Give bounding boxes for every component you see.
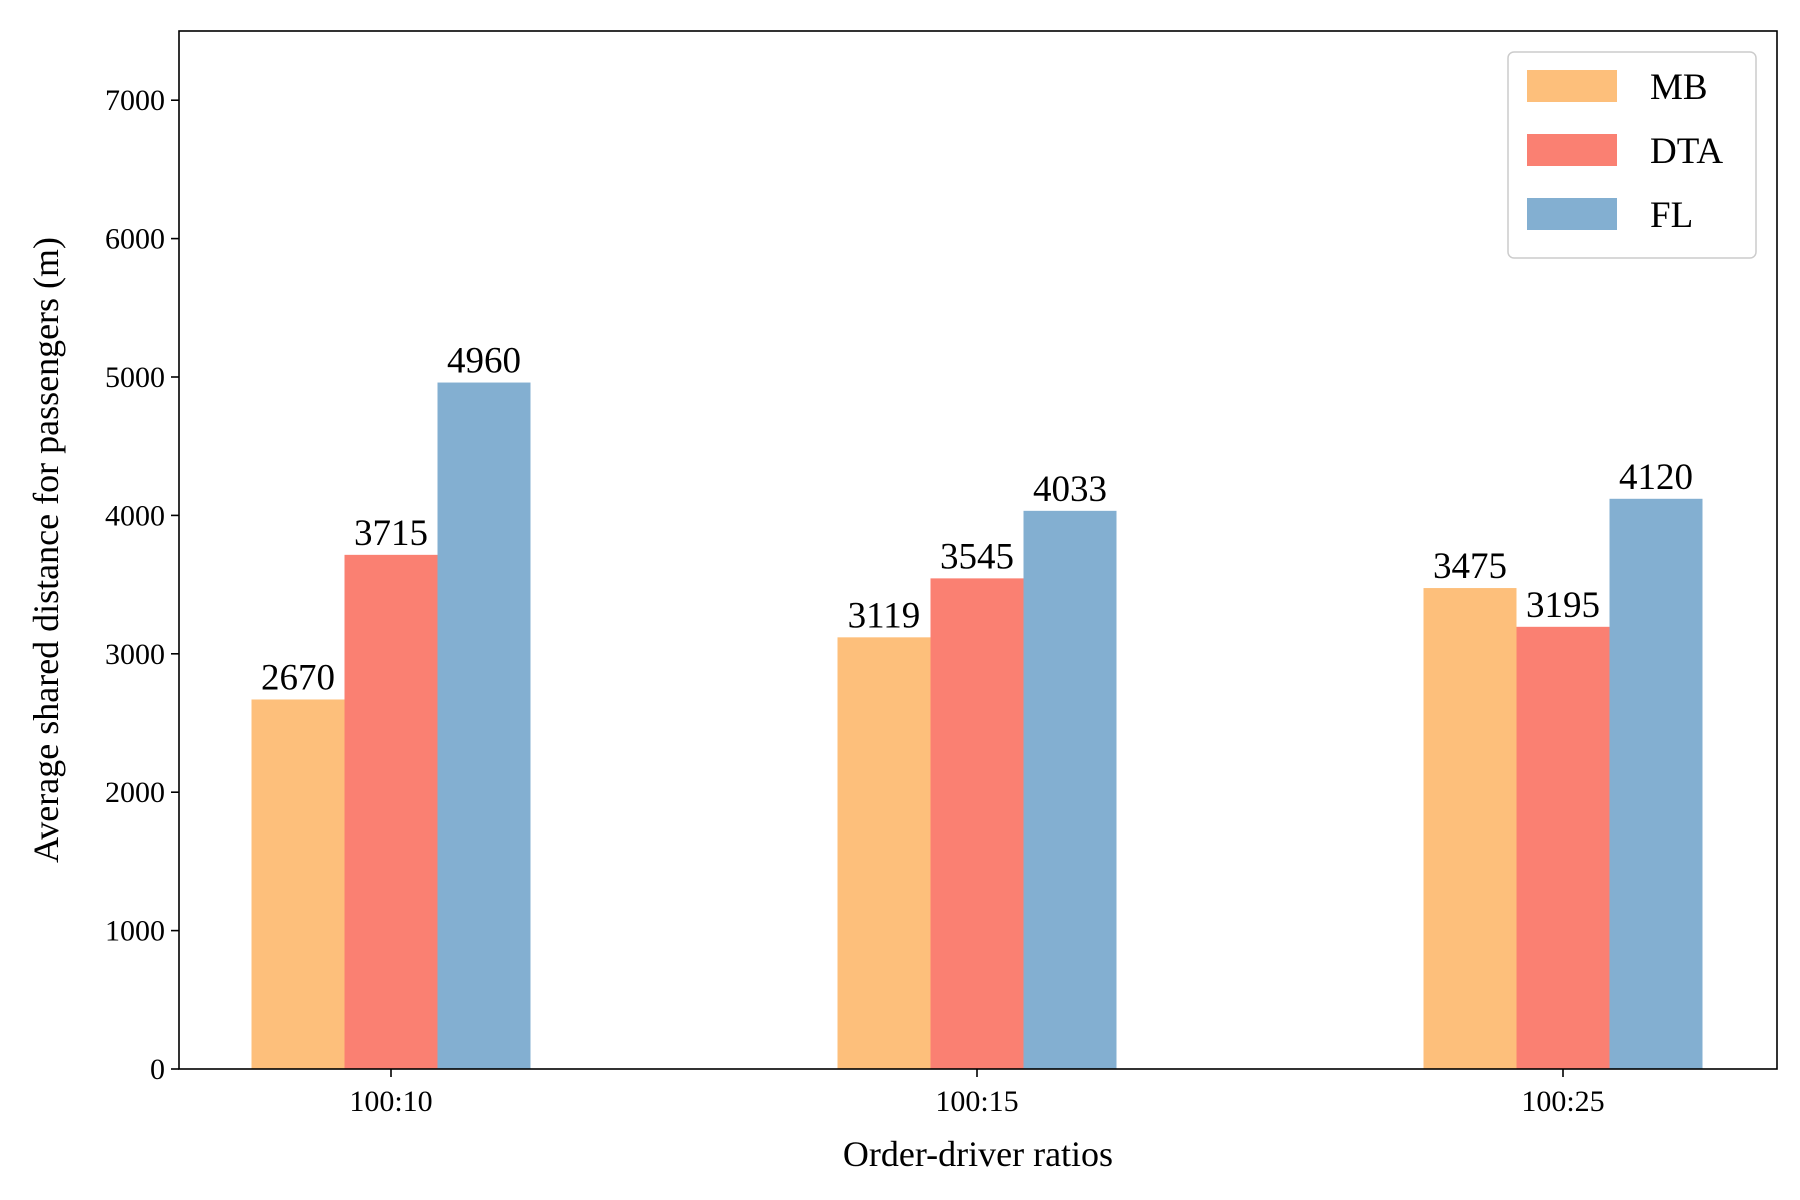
bar-fl-100-10 — [437, 382, 531, 1069]
x-tick-label: 100:15 — [935, 1085, 1018, 1118]
legend-label-dta: DTA — [1650, 131, 1723, 172]
data-label-fl-100-15: 4033 — [1033, 469, 1107, 510]
x-axis: 100:10 100:15 100:25 — [349, 1069, 1605, 1118]
plot-area-frame — [178, 30, 1778, 1070]
data-label-fl-100-25: 4120 — [1619, 457, 1693, 498]
bar-dta-100-25 — [1516, 626, 1610, 1069]
y-tick-label: 5000 — [105, 361, 165, 394]
y-tick-label: 1000 — [105, 915, 165, 948]
y-axis: 0 1000 2000 3000 4000 5000 6000 7000 — [105, 84, 179, 1086]
bar-fl-100-15 — [1023, 510, 1117, 1070]
bar-dta-100-10 — [344, 554, 438, 1069]
y-tick-label: 4000 — [105, 499, 165, 532]
y-axis-title: Average shared distance for passengers (… — [26, 237, 66, 863]
y-tick-label: 3000 — [105, 638, 165, 671]
bar-mb-100-25 — [1423, 588, 1517, 1069]
data-label-dta-100-15: 3545 — [940, 536, 1014, 577]
legend-label-fl: FL — [1650, 195, 1693, 236]
data-labels: 2670 3715 4960 3119 3545 4033 3475 3195 4120 — [261, 341, 1693, 699]
legend: MB DTA FL — [1507, 51, 1757, 259]
y-tick-label: 2000 — [105, 776, 165, 809]
bar-dta-100-15 — [930, 578, 1024, 1069]
bars — [251, 382, 1703, 1070]
data-label-dta-100-10: 3715 — [354, 513, 428, 554]
legend-swatch-fl — [1527, 198, 1617, 230]
legend-swatch-dta — [1527, 134, 1617, 166]
data-label-fl-100-10: 4960 — [447, 341, 521, 382]
legend-swatch-mb — [1527, 70, 1617, 102]
bar-mb-100-10 — [251, 699, 345, 1069]
y-tick-label: 0 — [150, 1053, 165, 1086]
data-label-mb-100-15: 3119 — [848, 595, 921, 636]
x-tick-label: 100:25 — [1521, 1085, 1604, 1118]
data-label-dta-100-25: 3195 — [1526, 585, 1600, 626]
legend-label-mb: MB — [1650, 67, 1708, 108]
data-label-mb-100-25: 3475 — [1433, 546, 1507, 587]
x-tick-label: 100:10 — [349, 1085, 432, 1118]
bar-mb-100-15 — [837, 637, 931, 1069]
bar-fl-100-25 — [1609, 498, 1703, 1069]
data-label-mb-100-10: 2670 — [261, 657, 335, 698]
y-tick-label: 6000 — [105, 223, 165, 256]
x-axis-title: Order-driver ratios — [843, 1134, 1113, 1174]
y-tick-label: 7000 — [105, 84, 165, 117]
